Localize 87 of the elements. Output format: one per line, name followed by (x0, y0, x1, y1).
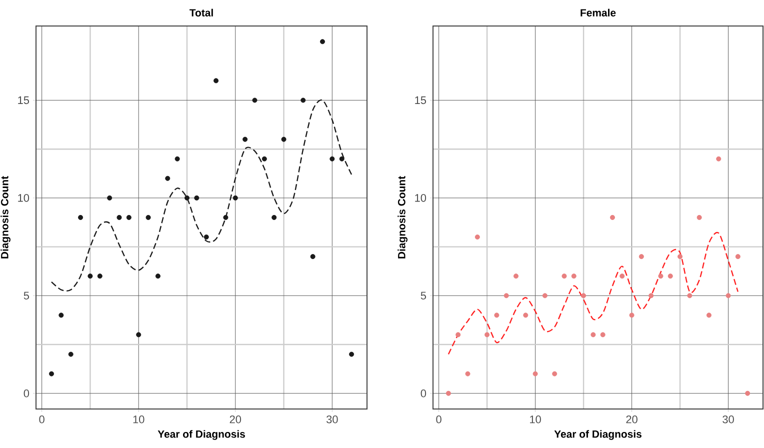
point (136, 332, 142, 338)
point (590, 332, 596, 338)
point (214, 78, 219, 84)
point (552, 371, 558, 376)
point (465, 371, 470, 376)
y-tick-label: 5 (24, 292, 30, 300)
point (638, 254, 644, 260)
x-tick-label: 30 (326, 416, 338, 424)
point (97, 274, 102, 279)
point (726, 293, 731, 298)
point (523, 312, 528, 318)
point (58, 312, 64, 318)
point (242, 136, 248, 142)
x-axis-title: Year of Diagnosis (554, 430, 642, 440)
point (532, 371, 538, 376)
point (262, 156, 267, 162)
point (687, 293, 692, 298)
point (116, 214, 122, 220)
x-tick-label: 20 (230, 416, 242, 424)
point (678, 254, 683, 260)
point (252, 98, 258, 103)
point (126, 214, 132, 220)
point (165, 176, 170, 181)
y-tick-label: 15 (415, 96, 426, 104)
point (658, 274, 664, 279)
point (600, 332, 606, 338)
point (272, 214, 277, 220)
point (456, 332, 461, 338)
point (474, 234, 480, 240)
point (668, 274, 673, 279)
x-axis-title: Year of Diagnosis (158, 430, 245, 440)
point (696, 214, 702, 220)
x-tick-label: 10 (133, 416, 144, 424)
point (648, 293, 654, 298)
point (48, 371, 54, 376)
point (484, 332, 490, 338)
point (281, 136, 286, 142)
y-tick-label: 15 (18, 96, 30, 104)
y-tick-label: 0 (24, 389, 30, 398)
point (542, 293, 548, 298)
y-tick-label: 10 (415, 194, 426, 202)
point (330, 156, 335, 162)
point (174, 156, 180, 162)
point (194, 195, 200, 200)
point (571, 274, 576, 279)
line-series (50, 100, 352, 292)
point (88, 274, 93, 279)
point (320, 39, 325, 44)
point (581, 293, 586, 298)
y-tick-label: 5 (420, 292, 426, 300)
point (78, 214, 84, 220)
point (184, 195, 190, 200)
point (745, 390, 750, 396)
chart-title: Total (190, 8, 213, 16)
point (620, 274, 625, 279)
chart-title: Female (580, 8, 616, 16)
point (504, 293, 509, 298)
point (310, 254, 316, 260)
point (446, 390, 451, 396)
y-axis-title: Diagnosis Count (398, 176, 408, 258)
point (494, 312, 500, 318)
point (716, 156, 722, 162)
point (610, 214, 615, 220)
point (339, 156, 344, 162)
point (232, 195, 238, 200)
point (107, 195, 112, 200)
y-tick-label: 0 (420, 389, 426, 398)
line-series (448, 232, 739, 355)
point (562, 274, 567, 279)
point (68, 352, 74, 357)
x-tick-label: 30 (722, 416, 734, 424)
x-tick-label: 0 (39, 416, 44, 424)
y-tick-label: 10 (18, 194, 30, 202)
point (629, 312, 634, 318)
point (735, 254, 740, 260)
point (513, 274, 518, 279)
point (223, 214, 228, 220)
point (204, 234, 209, 240)
x-tick-label: 10 (530, 416, 541, 424)
y-axis-title: Diagnosis Count (0, 176, 10, 258)
point (300, 98, 306, 103)
point (349, 352, 354, 357)
point (706, 312, 712, 318)
x-tick-label: 0 (436, 416, 442, 424)
point (155, 274, 160, 279)
point (146, 214, 151, 220)
x-tick-label: 20 (626, 416, 638, 424)
